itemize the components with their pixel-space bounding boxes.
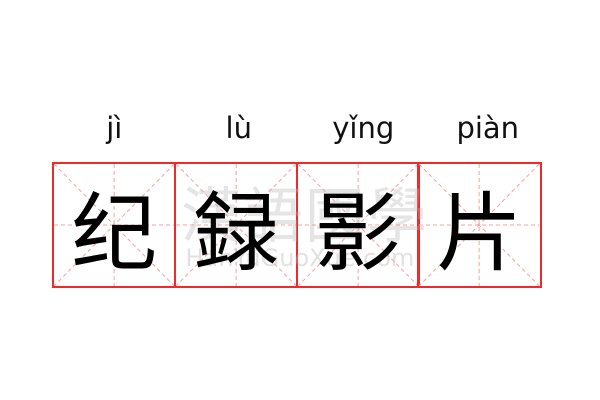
character-cell: 影	[295, 162, 420, 288]
character-cell: 纪	[52, 162, 177, 288]
pinyin-2: lù	[225, 111, 252, 145]
character: 録	[192, 183, 279, 284]
grid-guides	[419, 164, 539, 286]
pinyin-4: piàn	[456, 111, 520, 145]
character-cell: 片	[417, 162, 542, 288]
character-grid: 纪 録 影 片	[52, 162, 549, 288]
character: 影	[314, 183, 401, 284]
pinyin-3: yǐng	[332, 111, 395, 145]
grid-guides	[298, 164, 418, 286]
character: 纪	[71, 183, 158, 284]
pinyin-row: jì lù yǐng piàn	[52, 108, 552, 148]
watermark-site: HanYuGuoXue.com	[185, 244, 415, 272]
grid-guides	[54, 164, 174, 286]
character: 片	[436, 183, 523, 284]
pinyin-1: jì	[106, 111, 123, 145]
grid-guides	[176, 164, 296, 286]
character-cell: 録	[173, 162, 298, 288]
